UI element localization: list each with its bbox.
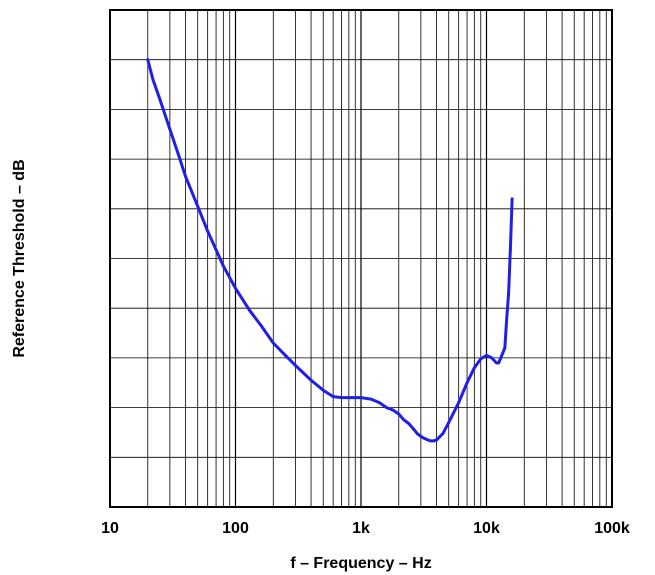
data-point <box>422 437 426 440</box>
data-point <box>321 388 325 392</box>
data-point <box>429 439 433 443</box>
data-point <box>168 127 172 131</box>
x-axis-title: f – Frequency – Hz <box>290 555 431 572</box>
data-point <box>457 401 461 405</box>
data-point <box>510 197 514 201</box>
data-point <box>176 152 180 156</box>
data-point <box>499 356 503 360</box>
data-point <box>259 324 263 327</box>
data-point <box>347 396 351 400</box>
data-point <box>397 412 401 416</box>
data-point <box>377 401 381 405</box>
data-point <box>407 422 411 425</box>
data-point <box>146 58 150 62</box>
data-point <box>340 396 343 400</box>
data-point <box>234 286 237 290</box>
data-point <box>411 427 415 430</box>
x-tick-label: 1k <box>352 520 370 537</box>
data-point <box>508 247 512 250</box>
data-point <box>503 346 507 350</box>
data-point <box>369 397 373 401</box>
data-point <box>479 357 483 361</box>
x-tick-label: 10 <box>101 520 119 537</box>
data-point <box>385 406 389 409</box>
x-tick-label: 100k <box>594 520 630 537</box>
data-point <box>271 341 275 345</box>
data-point <box>507 291 510 295</box>
data-point <box>309 378 313 382</box>
x-tick-labels: 10 100 1k 10k 100k <box>101 520 630 537</box>
data-point <box>495 361 498 365</box>
x-tick-label: 100 <box>222 520 249 537</box>
data-point <box>415 432 419 435</box>
data-point <box>419 435 423 438</box>
plot-frame <box>109 9 613 508</box>
data-point <box>331 395 335 399</box>
data-point <box>293 363 297 367</box>
data-point <box>158 98 162 101</box>
data-point <box>196 204 200 208</box>
data-point <box>184 175 187 178</box>
data-point <box>485 354 488 357</box>
data-point <box>402 418 406 422</box>
data-point <box>432 439 436 443</box>
y-axis-title: Reference Threshold – dB <box>11 159 28 357</box>
data-point <box>221 264 225 268</box>
series-layer <box>146 58 514 443</box>
data-point <box>490 356 494 360</box>
data-point <box>435 438 438 442</box>
data-point <box>206 229 210 233</box>
data-point <box>472 366 476 370</box>
data-point <box>391 408 395 412</box>
data-point <box>248 309 252 313</box>
data-point <box>426 438 430 442</box>
data-point <box>497 361 501 365</box>
data-point <box>465 381 469 385</box>
series-line <box>146 58 514 443</box>
grid <box>110 10 612 507</box>
x-tick-label: 10k <box>473 520 500 537</box>
data-point <box>441 432 445 435</box>
data-point <box>284 354 287 357</box>
data-point <box>505 316 509 320</box>
data-point <box>447 421 451 424</box>
data-point <box>151 78 155 81</box>
data-point <box>359 396 363 400</box>
